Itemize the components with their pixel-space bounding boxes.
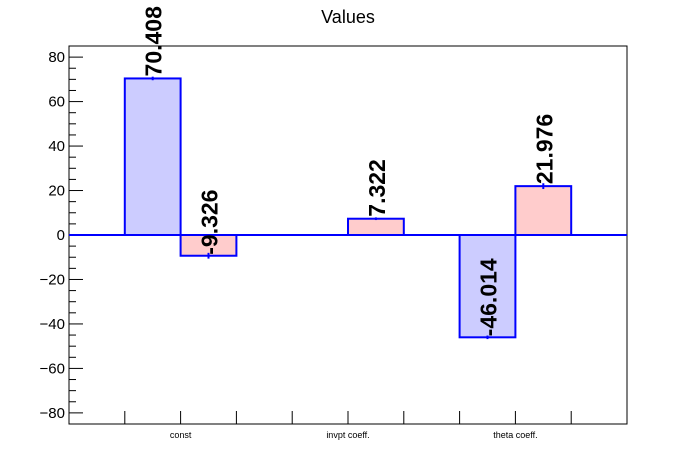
- y-tick-label: 40: [48, 138, 65, 155]
- y-tick-label: 80: [48, 49, 65, 66]
- data-label: 21.976: [531, 114, 557, 184]
- x-category-label: const: [170, 430, 192, 440]
- y-tick-label: −20: [40, 271, 65, 288]
- bar: [514, 185, 573, 236]
- plot-area: −80 −60 −40 −20 0 20 40 60 80 70.408 -46.014 -9.326…: [40, 6, 628, 440]
- bar: [458, 234, 517, 339]
- chart-title: Values: [321, 7, 375, 27]
- data-label: 7.322: [364, 159, 390, 217]
- y-tick-label: −80: [40, 405, 65, 422]
- bar: [347, 217, 405, 236]
- y-tick-label: 20: [48, 183, 65, 200]
- x-category-label: theta coeff.: [493, 430, 537, 440]
- data-label: -9.326: [197, 190, 223, 255]
- bar: [123, 77, 182, 236]
- y-tick-label: 0: [57, 227, 65, 244]
- data-label: -46.014: [476, 258, 502, 336]
- x-category-label: invpt coeff.: [326, 430, 369, 440]
- data-label: 70.408: [141, 6, 167, 77]
- y-tick-label: 60: [48, 94, 65, 111]
- y-tick-label: −40: [40, 316, 65, 333]
- y-tick-label: −60: [40, 360, 65, 377]
